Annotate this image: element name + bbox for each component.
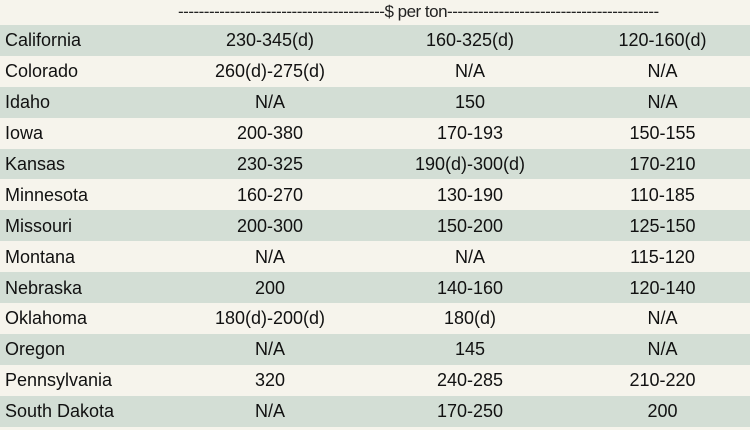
- state-name-cell: California: [5, 30, 82, 51]
- state-name-cell: Minnesota: [5, 184, 89, 205]
- table-row: Minnesota 160-270 130-190 110-185: [0, 179, 750, 211]
- table-row: Colorado 260(d)-275(d) N/A N/A: [0, 55, 750, 87]
- price-table: California 230-345(d) 160-325(d) 120-160(d)…: [0, 25, 750, 427]
- price-cell-col2: 180(d): [443, 308, 497, 329]
- price-cell-col3: 170-210: [629, 154, 696, 174]
- price-cell-col3: N/A: [647, 339, 678, 360]
- price-cell-col2: 150: [454, 92, 486, 113]
- price-cell-col3: N/A: [647, 308, 678, 329]
- price-cell-col1: 160-270: [236, 184, 304, 205]
- table-row: South Dakota N/A 170-250 200: [0, 395, 750, 427]
- price-cell-col1: 200-380: [236, 123, 304, 144]
- state-name-cell: Iowa: [5, 123, 44, 144]
- price-cell-col2: 130-190: [436, 184, 504, 205]
- state-name-cell: Nebraska: [5, 277, 83, 298]
- state-name-cell: Colorado: [5, 61, 79, 82]
- state-name-cell: South Dakota: [5, 401, 115, 422]
- state-name-cell: Oklahoma: [5, 308, 88, 329]
- table-row: Oklahoma 180(d)-200(d) 180(d) N/A: [0, 303, 750, 334]
- price-cell-col1: N/A: [254, 401, 285, 422]
- price-cell-col3: 120-140: [629, 277, 696, 298]
- table-row: Montana N/A N/A 115-120: [0, 241, 750, 273]
- price-cell-col3: 210-220: [629, 370, 696, 391]
- price-cell-col3: 125-150: [629, 215, 696, 236]
- price-cell-col3: N/A: [647, 61, 678, 82]
- state-name-cell: Missouri: [5, 215, 73, 236]
- state-name-cell: Kansas: [5, 154, 66, 174]
- price-cell-col3: 110-185: [630, 184, 695, 205]
- price-cell-col2: 160-325(d): [425, 30, 515, 51]
- price-cell-col1: 260(d)-275(d): [214, 61, 326, 82]
- price-unit-label: ----------------------------------------…: [178, 2, 659, 21]
- table-row: Idaho N/A 150 N/A: [0, 86, 750, 118]
- price-cell-col2: 190(d)-300(d): [414, 154, 526, 174]
- price-cell-col3: N/A: [647, 92, 678, 113]
- price-cell-col2: 140-160: [436, 277, 504, 298]
- price-cell-col1: 200-300: [236, 215, 304, 236]
- price-cell-col2: 145: [454, 339, 486, 360]
- price-cell-col1: 320: [254, 370, 286, 391]
- price-cell-col2: 240-285: [436, 370, 504, 391]
- price-cell-col1: N/A: [254, 92, 285, 113]
- price-cell-col2: N/A: [454, 246, 485, 267]
- price-cell-col1: N/A: [254, 246, 285, 267]
- table-row: Nebraska 200 140-160 120-140: [0, 272, 750, 304]
- price-cell-col2: 170-250: [436, 401, 504, 422]
- price-cell-col1: 230-325: [236, 154, 304, 174]
- price-cell-col1: 230-345(d): [225, 30, 315, 51]
- price-cell-col2: 170-193: [436, 123, 504, 144]
- price-cell-col1: 200: [254, 277, 286, 298]
- table-row: Kansas 230-325 190(d)-300(d) 170-210: [0, 148, 750, 180]
- price-cell-col3: 150-155: [629, 123, 696, 144]
- table-row: Oregon N/A 145 N/A: [0, 333, 750, 365]
- table-header: ----------------------------------------…: [0, 0, 750, 25]
- table-row: California 230-345(d) 160-325(d) 120-160(d): [0, 25, 750, 56]
- table-row: Iowa 200-380 170-193 150-155: [0, 117, 750, 149]
- price-cell-col3: 115-120: [630, 246, 695, 267]
- price-cell-col3: 120-160(d): [618, 30, 707, 51]
- state-name-cell: Pennsylvania: [5, 370, 113, 391]
- price-cell-col2: 150-200: [436, 215, 504, 236]
- state-name-cell: Oregon: [5, 339, 66, 360]
- price-cell-col1: N/A: [254, 339, 285, 360]
- table-row: Missouri 200-300 150-200 125-150: [0, 210, 750, 242]
- table-row: Pennsylvania 320 240-285 210-220: [0, 364, 750, 396]
- price-cell-col1: 180(d)-200(d): [214, 308, 326, 329]
- state-name-cell: Montana: [5, 246, 76, 267]
- price-cell-col2: N/A: [454, 61, 485, 82]
- state-name-cell: Idaho: [5, 92, 51, 113]
- price-cell-col3: 200: [647, 401, 678, 422]
